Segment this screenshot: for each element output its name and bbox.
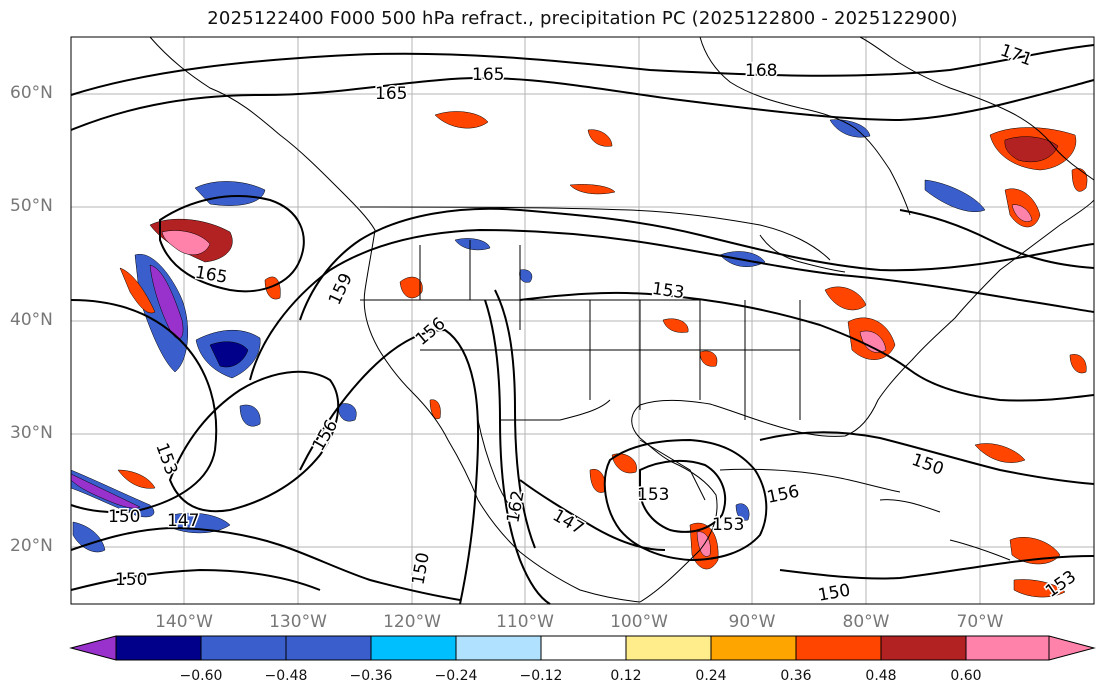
colorbar <box>69 635 1096 661</box>
colorbar-segment <box>201 636 286 660</box>
colorbar-segment <box>456 636 541 660</box>
contour-label: 147 <box>167 511 199 531</box>
colorbar-segment <box>966 636 1049 660</box>
lon-label: 110°W <box>496 612 554 632</box>
lon-label: 130°W <box>269 612 327 632</box>
contour-label: 153 <box>637 485 669 505</box>
colorbar-segment <box>371 636 456 660</box>
colorbar-segment <box>626 636 711 660</box>
colorbar-tick-label: −0.24 <box>434 668 478 684</box>
colorbar-tick-label: −0.48 <box>264 668 308 684</box>
contour-label: 150 <box>108 507 140 527</box>
lat-label: 50°N <box>10 196 53 216</box>
lat-label: 20°N <box>10 536 53 556</box>
contour-label: 153 <box>712 515 744 535</box>
lat-label: 40°N <box>10 310 53 330</box>
lat-label: 60°N <box>10 83 53 103</box>
map-panel: 165 165 168 171 165 159 156 153 156 153 … <box>70 36 1095 607</box>
colorbar-segment <box>796 636 881 660</box>
lat-label: 30°N <box>10 423 53 443</box>
colorbar-tick-label: −0.36 <box>349 668 393 684</box>
contour-label: 150 <box>115 570 147 590</box>
lon-label: 100°W <box>610 612 668 632</box>
lon-label: 140°W <box>155 612 213 632</box>
contour-label: 168 <box>745 61 777 81</box>
map-title: 2025122400 F000 500 hPa refract., precip… <box>207 8 958 29</box>
contour-label: 165 <box>472 65 504 85</box>
colorbar-tick-label: 0.12 <box>610 668 642 684</box>
colorbar-tick-label: 0.36 <box>780 668 812 684</box>
colorbar-extend-min <box>71 636 116 660</box>
colorbar-segment <box>711 636 796 660</box>
colorbar-tick-label: 0.24 <box>695 668 727 684</box>
height-contours <box>70 44 1095 605</box>
contour-label: 165 <box>375 84 407 104</box>
colorbar-tick-label: 0.60 <box>950 668 982 684</box>
colorbar-segment <box>286 636 371 660</box>
colorbar-tick-label: 0.48 <box>865 668 897 684</box>
colorbar-extend-max <box>1049 636 1094 660</box>
contour-label: 150 <box>817 580 852 605</box>
colorbar-segment <box>116 636 201 660</box>
colorbar-tick-label: −0.60 <box>179 668 223 684</box>
colorbar-tick-label: −0.12 <box>519 668 563 684</box>
lon-label: 120°W <box>383 612 441 632</box>
lon-label: 90°W <box>728 612 776 632</box>
lon-label: 80°W <box>842 612 890 632</box>
coastlines <box>149 36 1095 603</box>
contour-label: 153 <box>651 279 686 303</box>
precip-shading <box>70 111 1088 598</box>
colorbar-segment <box>541 636 626 660</box>
lon-label: 70°W <box>956 612 1004 632</box>
colorbar-segment <box>881 636 966 660</box>
